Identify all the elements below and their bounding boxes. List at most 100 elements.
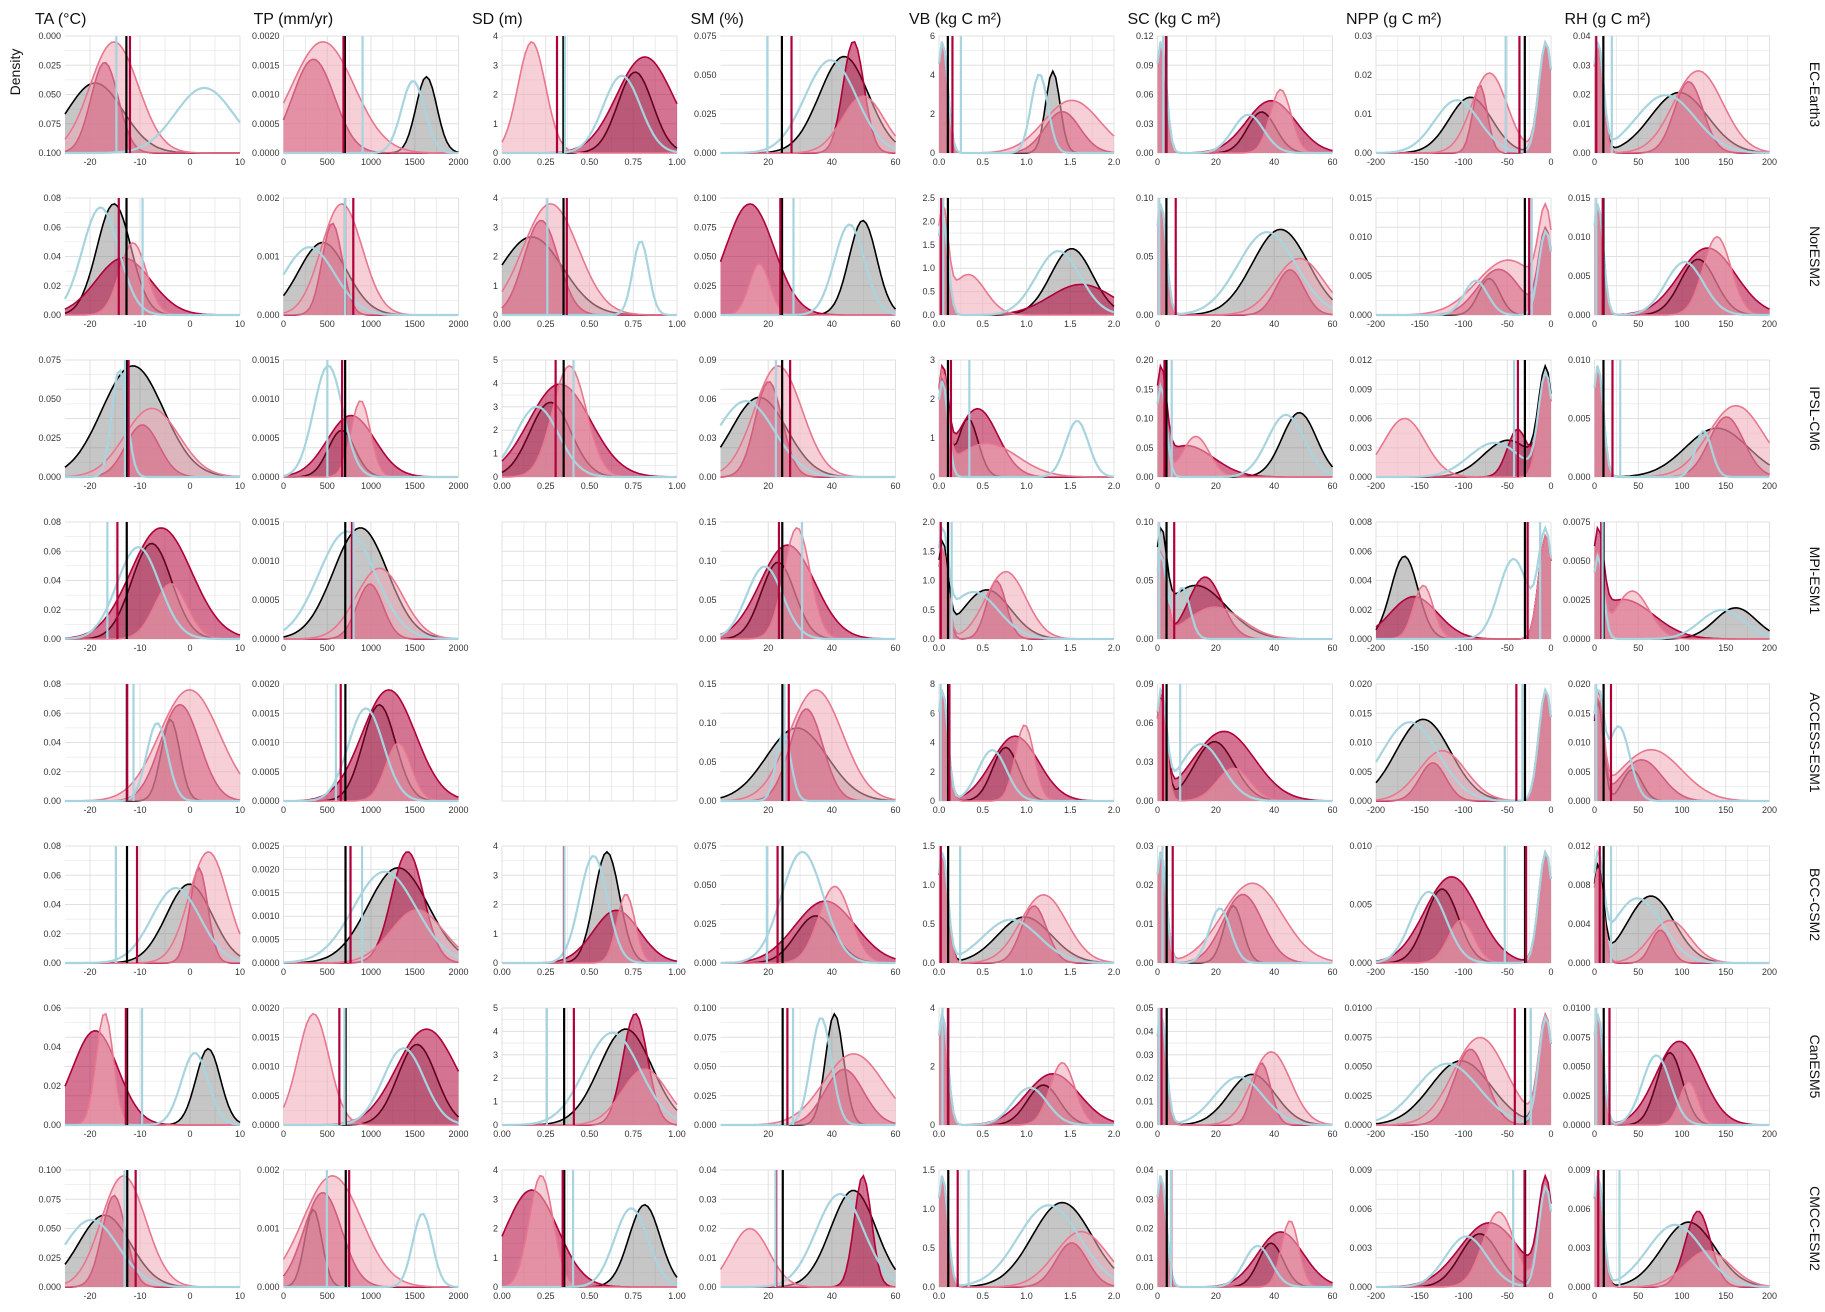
density-panel: 20 40 60 0.09 0.06 0.03 0.00 [699,355,901,491]
y-tick-label: 1.0 [922,880,935,890]
x-tick-label: 0.25 [537,157,555,167]
y-tick-label: 0.020 [1568,679,1591,689]
x-tick-label: 100 [1674,643,1689,653]
density-panel: 0 20 40 60 0.20 0.15 0.10 0.05 0.00 [1136,355,1338,491]
y-tick-label: 0.04 [43,1042,61,1052]
x-tick-label: 20 [763,805,773,815]
x-tick-label: 40 [827,1291,837,1301]
x-tick-label: 40 [1269,805,1279,815]
x-tick-label: 1.5 [1064,319,1077,329]
x-tick-label: 0.0 [933,481,946,491]
y-tick-label: 0.20 [1136,355,1154,365]
x-tick-label: 0.0 [933,157,946,167]
y-tick-label: 0.0100 [1563,1003,1591,1013]
y-tick-label: 0.03 [1136,1050,1154,1060]
x-tick-label: 1500 [405,1129,425,1139]
x-tick-label: 0 [1548,1291,1553,1301]
density-curve-red-fill [1376,851,1551,963]
y-tick-label: 0.003 [1349,443,1372,453]
density-curve-blue [502,74,678,155]
x-tick-label: 40 [1269,1291,1279,1301]
density-panel [501,521,678,640]
density-panel: 0.0 0.5 1.0 1.5 2.0 1.5 1.0 0.5 0.0 [922,841,1120,977]
y-tick-label: 4 [930,1003,935,1013]
x-tick-label: 60 [890,319,900,329]
x-tick-label: 0.5 [976,805,989,815]
y-tick-label: 1.5 [922,1165,935,1175]
y-tick-label: 3 [493,60,498,70]
density-curve-blue [1593,1013,1770,1127]
density-curve-pink-fill [939,853,1114,963]
density-curve-blue [64,546,240,641]
y-tick-label: 0.00 [43,310,61,320]
x-tick-label: 1000 [361,481,381,491]
y-tick-label: 0.05 [1136,1003,1154,1013]
row-label: EC-Earth3 [1807,62,1823,128]
x-tick-label: 1500 [405,805,425,815]
x-tick-label: -50 [1501,805,1514,815]
x-tick-label: 2.0 [1108,967,1121,977]
x-tick-label: 1000 [361,1291,381,1301]
x-tick-label: 0.25 [537,1129,555,1139]
x-tick-label: 1.00 [668,481,686,491]
y-tick-label: 2 [493,252,498,262]
y-tick-label: 0.010 [1349,738,1372,748]
y-tick-label: 0.0050 [1563,1062,1591,1072]
y-tick-label: 0.05 [699,595,717,605]
density-panel: -20 -10 0 10 0.100 0.075 0.050 0.025 0.000 [38,1165,245,1301]
y-tick-label: 0.075 [694,31,717,41]
y-tick-label: 0.5 [922,1243,935,1253]
x-tick-label: 0.50 [581,157,599,167]
y-tick-label: 4 [493,378,498,388]
y-tick-label: 0.0000 [252,634,280,644]
y-tick-label: 0.004 [1349,576,1372,586]
density-curve-black [283,866,460,964]
density-curve-red-fill [502,56,677,153]
x-tick-label: -150 [1411,643,1429,653]
y-tick-label: 0.000 [694,958,717,968]
y-tick-label: 0.06 [43,546,61,556]
y-tick-label: 0 [493,1120,498,1130]
y-tick-label: 0.0005 [252,767,280,777]
density-curve-pink [1376,39,1552,154]
x-tick-label: 0 [1548,481,1553,491]
x-tick-label: 0.00 [493,967,511,977]
x-tick-label: -100 [1454,1291,1472,1301]
x-tick-label: 2000 [448,805,468,815]
density-curve-blue [502,1207,678,1289]
y-tick-label: 2 [493,90,498,100]
y-tick-label: 0.010 [1568,232,1591,242]
y-tick-label: 8 [930,679,935,689]
density-panel: 0.0 0.5 1.0 1.5 2.0 1.5 1.0 0.5 0.0 [922,1165,1120,1301]
x-tick-label: 1500 [405,319,425,329]
x-tick-label: 40 [1269,157,1279,167]
density-panel: 20 40 60 0.075 0.050 0.025 0.000 [694,841,901,977]
density-curve-blue [720,1017,896,1127]
x-tick-label: 150 [1718,805,1733,815]
density-curve-pink-fill [65,851,240,963]
y-tick-label: 0 [930,148,935,158]
density-panel: 0 50 100 150 200 0.0075 0.0050 0.0025 0.0000 [1563,517,1777,653]
x-tick-label: 0.50 [581,967,599,977]
y-tick-label: 0.03 [1136,1194,1154,1204]
y-tick-label: 0.04 [43,252,61,262]
x-tick-label: 2000 [448,481,468,491]
row-label: CanESM5 [1807,1035,1823,1099]
y-tick-label: 0.020 [1349,679,1372,689]
x-tick-label: 0 [1548,1129,1553,1139]
x-tick-label: 1.5 [1064,481,1077,491]
y-tick-label: 1.0 [922,1204,935,1214]
y-tick-label: 0.0015 [252,517,280,527]
x-tick-label: 60 [1327,319,1337,329]
y-tick-label: 0.0020 [252,864,280,874]
density-panel: 0 20 40 60 0.04 0.03 0.02 0.01 0.00 [1136,1165,1338,1301]
density-curve-blue [720,850,896,965]
density-curve-blue [283,870,459,964]
y-tick-label: 0.0015 [252,888,280,898]
density-curve-pink-fill [1376,1013,1551,1125]
x-tick-label: 0.5 [976,481,989,491]
x-tick-label: 0 [1155,319,1160,329]
x-tick-label: 0.75 [624,967,642,977]
x-tick-label: 0.00 [493,319,511,329]
